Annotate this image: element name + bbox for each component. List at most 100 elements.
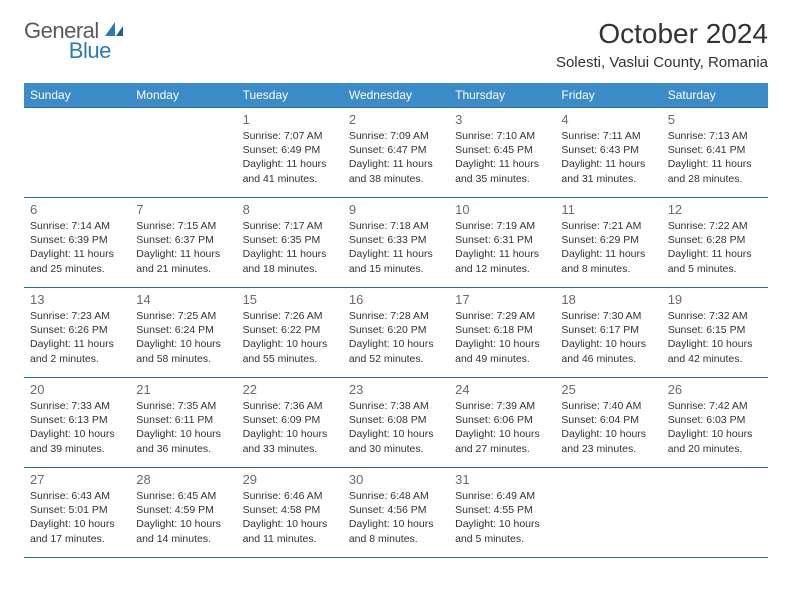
day-number: 9 (349, 202, 443, 217)
day-info: Sunrise: 7:38 AMSunset: 6:08 PMDaylight:… (349, 399, 443, 456)
calendar-cell: 28 Sunrise: 6:45 AMSunset: 4:59 PMDayligh… (130, 468, 236, 558)
day-info: Sunrise: 7:39 AMSunset: 6:06 PMDaylight:… (455, 399, 549, 456)
day-number: 6 (30, 202, 124, 217)
day-info: Sunrise: 7:15 AMSunset: 6:37 PMDaylight:… (136, 219, 230, 276)
day-info: Sunrise: 7:32 AMSunset: 6:15 PMDaylight:… (668, 309, 762, 366)
day-info: Sunrise: 7:23 AMSunset: 6:26 PMDaylight:… (30, 309, 124, 366)
day-info: Sunrise: 6:46 AMSunset: 4:58 PMDaylight:… (243, 489, 337, 546)
calendar-cell: 10 Sunrise: 7:19 AMSunset: 6:31 PMDayligh… (449, 198, 555, 288)
day-info: Sunrise: 7:09 AMSunset: 6:47 PMDaylight:… (349, 129, 443, 186)
day-number: 27 (30, 472, 124, 487)
day-number: 25 (561, 382, 655, 397)
day-info: Sunrise: 7:40 AMSunset: 6:04 PMDaylight:… (561, 399, 655, 456)
calendar-cell: 12 Sunrise: 7:22 AMSunset: 6:28 PMDayligh… (662, 198, 768, 288)
day-number: 20 (30, 382, 124, 397)
calendar-cell: 21 Sunrise: 7:35 AMSunset: 6:11 PMDayligh… (130, 378, 236, 468)
calendar-cell: 5 Sunrise: 7:13 AMSunset: 6:41 PMDaylight… (662, 108, 768, 198)
calendar-row: 13 Sunrise: 7:23 AMSunset: 6:26 PMDayligh… (24, 288, 768, 378)
calendar-cell: 22Sunrise: 7:36 AMSunset: 6:09 PMDayligh… (237, 378, 343, 468)
calendar-cell: 3 Sunrise: 7:10 AMSunset: 6:45 PMDaylight… (449, 108, 555, 198)
day-header: Saturday (662, 83, 768, 108)
day-info: Sunrise: 7:13 AMSunset: 6:41 PMDaylight:… (668, 129, 762, 186)
day-info: Sunrise: 6:48 AMSunset: 4:56 PMDaylight:… (349, 489, 443, 546)
day-info: Sunrise: 7:17 AMSunset: 6:35 PMDaylight:… (243, 219, 337, 276)
day-header: Monday (130, 83, 236, 108)
day-info: Sunrise: 7:11 AMSunset: 6:43 PMDaylight:… (561, 129, 655, 186)
day-number: 21 (136, 382, 230, 397)
day-info: Sunrise: 7:33 AMSunset: 6:13 PMDaylight:… (30, 399, 124, 456)
month-title: October 2024 (556, 18, 768, 50)
day-number: 13 (30, 292, 124, 307)
day-info: Sunrise: 7:29 AMSunset: 6:18 PMDaylight:… (455, 309, 549, 366)
day-info: Sunrise: 7:07 AMSunset: 6:49 PMDaylight:… (243, 129, 337, 186)
day-number: 1 (243, 112, 337, 127)
calendar-cell: 31Sunrise: 6:49 AMSunset: 4:55 PMDayligh… (449, 468, 555, 558)
calendar-table: SundayMondayTuesdayWednesdayThursdayFrid… (24, 83, 768, 558)
day-info: Sunrise: 7:36 AMSunset: 6:09 PMDaylight:… (243, 399, 337, 456)
logo-text-blue: Blue (69, 38, 111, 64)
calendar-cell: 30 Sunrise: 6:48 AMSunset: 4:56 PMDayligh… (343, 468, 449, 558)
day-number: 14 (136, 292, 230, 307)
calendar-cell-empty (555, 468, 661, 558)
day-number: 8 (243, 202, 337, 217)
day-info: Sunrise: 6:43 AMSunset: 5:01 PMDaylight:… (30, 489, 124, 546)
day-number: 10 (455, 202, 549, 217)
logo: General Blue (24, 18, 169, 44)
day-info: Sunrise: 7:35 AMSunset: 6:11 PMDaylight:… (136, 399, 230, 456)
calendar-cell: 6 Sunrise: 7:14 AMSunset: 6:39 PMDaylight… (24, 198, 130, 288)
day-info: Sunrise: 7:18 AMSunset: 6:33 PMDaylight:… (349, 219, 443, 276)
calendar-cell: 11 Sunrise: 7:21 AMSunset: 6:29 PMDayligh… (555, 198, 661, 288)
calendar-cell: 29Sunrise: 6:46 AMSunset: 4:58 PMDayligh… (237, 468, 343, 558)
day-number: 26 (668, 382, 762, 397)
calendar-cell: 25 Sunrise: 7:40 AMSunset: 6:04 PMDayligh… (555, 378, 661, 468)
day-number: 7 (136, 202, 230, 217)
day-info: Sunrise: 7:21 AMSunset: 6:29 PMDaylight:… (561, 219, 655, 276)
day-number: 28 (136, 472, 230, 487)
day-info: Sunrise: 7:30 AMSunset: 6:17 PMDaylight:… (561, 309, 655, 366)
calendar-row: 20 Sunrise: 7:33 AMSunset: 6:13 PMDayligh… (24, 378, 768, 468)
day-number: 19 (668, 292, 762, 307)
day-number: 5 (668, 112, 762, 127)
day-number: 23 (349, 382, 443, 397)
day-number: 11 (561, 202, 655, 217)
calendar-cell: 26Sunrise: 7:42 AMSunset: 6:03 PMDayligh… (662, 378, 768, 468)
calendar-cell: 24 Sunrise: 7:39 AMSunset: 6:06 PMDayligh… (449, 378, 555, 468)
day-header: Friday (555, 83, 661, 108)
calendar-row: 6 Sunrise: 7:14 AMSunset: 6:39 PMDaylight… (24, 198, 768, 288)
calendar-cell: 23 Sunrise: 7:38 AMSunset: 6:08 PMDayligh… (343, 378, 449, 468)
calendar-row: 27 Sunrise: 6:43 AMSunset: 5:01 PMDayligh… (24, 468, 768, 558)
day-header-row: SundayMondayTuesdayWednesdayThursdayFrid… (24, 83, 768, 108)
calendar-cell: 2 Sunrise: 7:09 AMSunset: 6:47 PMDaylight… (343, 108, 449, 198)
calendar-cell: 16Sunrise: 7:28 AMSunset: 6:20 PMDayligh… (343, 288, 449, 378)
day-number: 17 (455, 292, 549, 307)
day-header: Wednesday (343, 83, 449, 108)
day-header: Thursday (449, 83, 555, 108)
day-number: 12 (668, 202, 762, 217)
day-number: 2 (349, 112, 443, 127)
calendar-cell: 4Sunrise: 7:11 AMSunset: 6:43 PMDaylight… (555, 108, 661, 198)
day-header: Sunday (24, 83, 130, 108)
calendar-cell: 13 Sunrise: 7:23 AMSunset: 6:26 PMDayligh… (24, 288, 130, 378)
calendar-cell: 17 Sunrise: 7:29 AMSunset: 6:18 PMDayligh… (449, 288, 555, 378)
calendar-cell: 18Sunrise: 7:30 AMSunset: 6:17 PMDayligh… (555, 288, 661, 378)
day-number: 3 (455, 112, 549, 127)
day-info: Sunrise: 6:45 AMSunset: 4:59 PMDaylight:… (136, 489, 230, 546)
day-info: Sunrise: 7:10 AMSunset: 6:45 PMDaylight:… (455, 129, 549, 186)
calendar-cell: 20 Sunrise: 7:33 AMSunset: 6:13 PMDayligh… (24, 378, 130, 468)
title-block: October 2024 Solesti, Vaslui County, Rom… (556, 18, 768, 71)
day-info: Sunrise: 7:14 AMSunset: 6:39 PMDaylight:… (30, 219, 124, 276)
day-number: 24 (455, 382, 549, 397)
day-number: 16 (349, 292, 443, 307)
day-info: Sunrise: 7:26 AMSunset: 6:22 PMDaylight:… (243, 309, 337, 366)
day-info: Sunrise: 7:19 AMSunset: 6:31 PMDaylight:… (455, 219, 549, 276)
day-number: 30 (349, 472, 443, 487)
day-number: 15 (243, 292, 337, 307)
calendar-cell: 19 Sunrise: 7:32 AMSunset: 6:15 PMDayligh… (662, 288, 768, 378)
calendar-cell-empty (662, 468, 768, 558)
calendar-cell-empty (24, 108, 130, 198)
calendar-cell-empty (130, 108, 236, 198)
header-row: General Blue October 2024 Solesti, Vaslu… (24, 18, 768, 71)
day-info: Sunrise: 7:22 AMSunset: 6:28 PMDaylight:… (668, 219, 762, 276)
day-info: Sunrise: 7:25 AMSunset: 6:24 PMDaylight:… (136, 309, 230, 366)
calendar-cell: 14 Sunrise: 7:25 AMSunset: 6:24 PMDayligh… (130, 288, 236, 378)
